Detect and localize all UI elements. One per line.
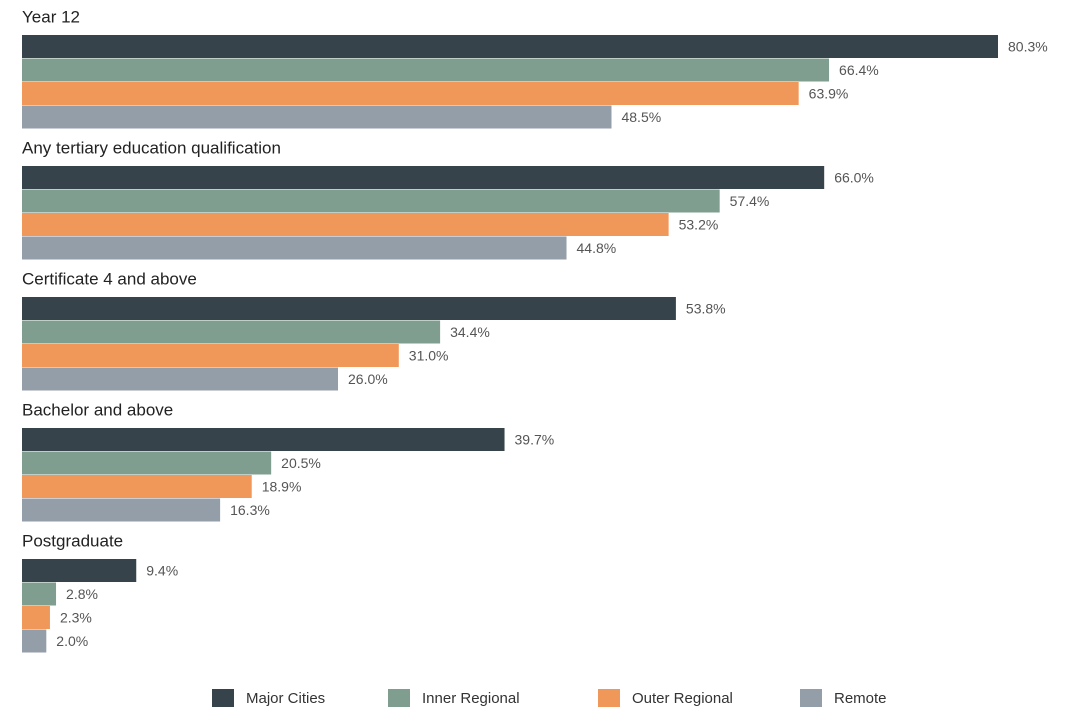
legend-label: Inner Regional xyxy=(422,690,520,707)
category-label: Any tertiary education qualification xyxy=(22,138,281,157)
value-label: 53.2% xyxy=(679,216,719,232)
legend-swatch xyxy=(388,689,410,707)
bar xyxy=(22,498,221,522)
legend-label: Major Cities xyxy=(246,690,325,707)
value-label: 18.9% xyxy=(262,478,302,494)
value-label: 66.4% xyxy=(839,62,879,78)
category-label: Bachelor and above xyxy=(22,400,173,419)
value-label: 48.5% xyxy=(621,109,661,125)
bar xyxy=(22,166,825,189)
bar xyxy=(22,475,252,498)
legend-label: Outer Regional xyxy=(632,690,733,707)
bar xyxy=(22,105,612,129)
legend-swatch xyxy=(598,689,620,707)
value-label: 57.4% xyxy=(730,193,770,209)
value-label: 2.8% xyxy=(66,586,98,602)
bar xyxy=(22,428,505,451)
bar xyxy=(22,236,567,260)
bar xyxy=(22,189,720,213)
value-label: 39.7% xyxy=(515,431,555,447)
category-label: Postgraduate xyxy=(22,531,123,550)
value-label: 80.3% xyxy=(1008,38,1048,54)
value-label: 20.5% xyxy=(281,455,321,471)
value-label: 31.0% xyxy=(409,347,449,363)
bar xyxy=(22,559,137,582)
bar xyxy=(22,82,799,105)
bar xyxy=(22,582,57,606)
value-label: 53.8% xyxy=(686,300,726,316)
value-label: 16.3% xyxy=(230,502,270,518)
legend-label: Remote xyxy=(834,690,887,707)
value-label: 2.3% xyxy=(60,609,92,625)
bar xyxy=(22,213,669,236)
legend-swatch xyxy=(212,689,234,707)
value-label: 26.0% xyxy=(348,371,388,387)
bar xyxy=(22,35,998,58)
value-label: 44.8% xyxy=(577,240,617,256)
value-label: 63.9% xyxy=(809,85,849,101)
bar xyxy=(22,320,441,344)
bar xyxy=(22,629,47,653)
category-label: Certificate 4 and above xyxy=(22,269,197,288)
bar xyxy=(22,367,339,391)
value-label: 34.4% xyxy=(450,324,490,340)
value-label: 2.0% xyxy=(56,633,88,649)
value-label: 9.4% xyxy=(146,562,178,578)
bar xyxy=(22,297,676,320)
category-label: Year 12 xyxy=(22,7,80,26)
bar xyxy=(22,58,830,82)
bar xyxy=(22,344,399,367)
bar xyxy=(22,606,50,629)
value-label: 66.0% xyxy=(834,169,874,185)
bar xyxy=(22,451,272,475)
legend-swatch xyxy=(800,689,822,707)
